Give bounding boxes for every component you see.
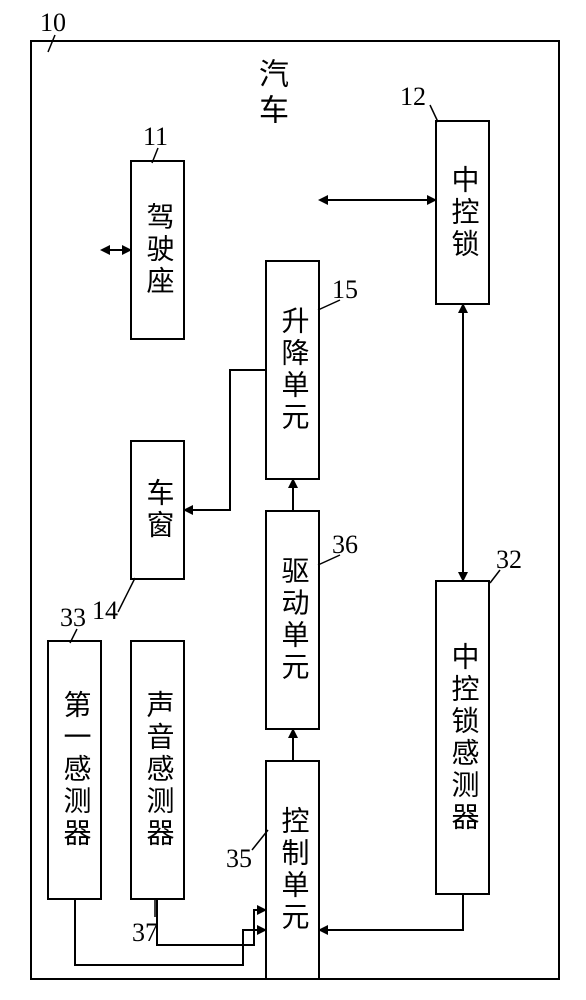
num-35: 35 [226,844,252,874]
num-37: 37 [132,918,158,948]
node-lift-unit: 升降单元 [265,260,320,480]
node-drive-unit: 驱动单元 [265,510,320,730]
node-lock-sensor: 中控锁感测器 [435,580,490,895]
node-sound-sensor: 声音感测器 [130,640,185,900]
num-33: 33 [60,603,86,633]
node-control-unit: 控制单元 [265,760,320,980]
label-first-sensor: 第一感测器 [55,690,95,850]
node-central-lock: 中控锁 [435,120,490,305]
label-driver-seat: 驾驶座 [138,202,178,298]
label-control-unit: 控制单元 [273,806,313,934]
label-lift-unit: 升降单元 [273,306,313,434]
node-driver-seat: 驾驶座 [130,160,185,340]
label-central-lock: 中控锁 [443,165,483,261]
num-11: 11 [143,122,168,152]
canvas: 汽车 驾驶座 中控锁 第一感测器 车窗 声音感测器 升降单元 驱动单元 控制单元… [0,0,586,1000]
num-10: 10 [40,8,66,38]
num-14: 14 [92,596,118,626]
num-32: 32 [496,545,522,575]
node-window: 车窗 [130,440,185,580]
label-drive-unit: 驱动单元 [273,556,313,684]
label-sound-sensor: 声音感测器 [138,690,178,850]
label-window: 车窗 [138,478,178,542]
title-automobile: 汽车 [248,58,292,130]
node-first-sensor: 第一感测器 [47,640,102,900]
label-lock-sensor: 中控锁感测器 [443,642,483,834]
num-15: 15 [332,275,358,305]
num-36: 36 [332,530,358,560]
num-12: 12 [400,82,426,112]
